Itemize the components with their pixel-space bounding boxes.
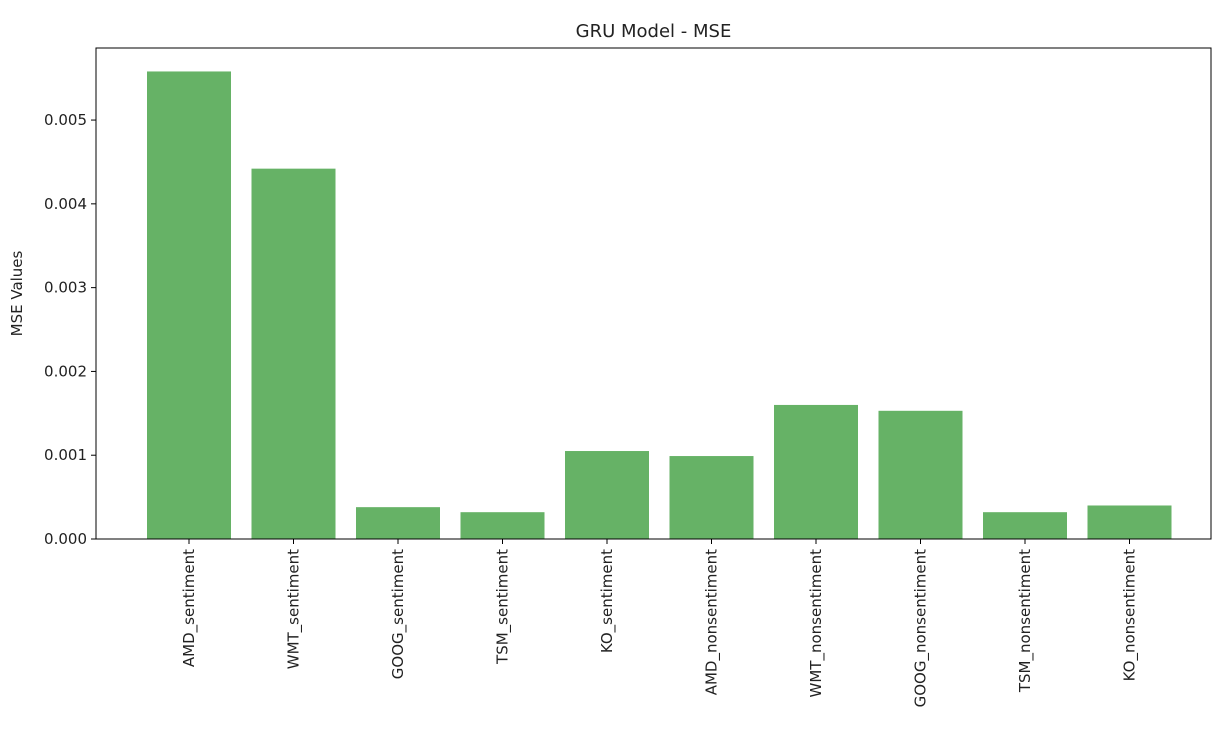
y-axis-label: MSE Values — [8, 250, 26, 336]
x-tick-label: KO_sentiment — [598, 549, 617, 653]
bar-tsm-nonsentiment — [983, 512, 1067, 539]
x-tick-label: KO_nonsentiment — [1121, 549, 1140, 681]
bar-amd-nonsentiment — [669, 456, 754, 539]
bar-wmt-nonsentiment — [774, 404, 858, 539]
bar-goog-nonsentiment — [878, 410, 963, 539]
x-tick-label: WMT_nonsentiment — [807, 549, 826, 698]
bar-ko-nonsentiment — [1087, 505, 1172, 539]
chart-title: GRU Model - MSE — [576, 21, 732, 42]
bar-wmt-sentiment — [251, 168, 336, 540]
x-tick-label: TSM_nonsentiment — [1016, 549, 1035, 693]
y-tick-label: 0.002 — [44, 362, 87, 380]
x-tick-label: GOOG_sentiment — [389, 549, 408, 679]
y-tick-label: 0.001 — [44, 446, 87, 464]
bar-amd-sentiment — [147, 71, 231, 539]
y-tick-label: 0.003 — [44, 279, 87, 297]
y-tick-label: 0.005 — [44, 111, 87, 129]
bar-ko-sentiment — [565, 451, 649, 539]
bar-goog-sentiment — [356, 507, 440, 539]
x-tick-label: TSM_sentiment — [494, 549, 513, 665]
bar-tsm-sentiment — [460, 512, 545, 539]
bars-layer — [147, 71, 1172, 540]
plot-frame — [95, 47, 1212, 540]
y-tick-label: 0.000 — [44, 530, 87, 548]
x-tick-label: AMD_sentiment — [180, 549, 199, 667]
x-tick-label: GOOG_nonsentiment — [912, 549, 931, 707]
y-axis-ticks: 0.000 0.001 0.002 0.003 0.004 0.005 — [44, 111, 96, 548]
x-tick-label: AMD_nonsentiment — [703, 549, 722, 695]
x-axis-ticks: AMD_sentiment WMT_sentiment GOOG_sentiment… — [180, 539, 1140, 707]
x-tick-label: WMT_sentiment — [285, 549, 304, 669]
y-tick-label: 0.004 — [44, 195, 87, 213]
